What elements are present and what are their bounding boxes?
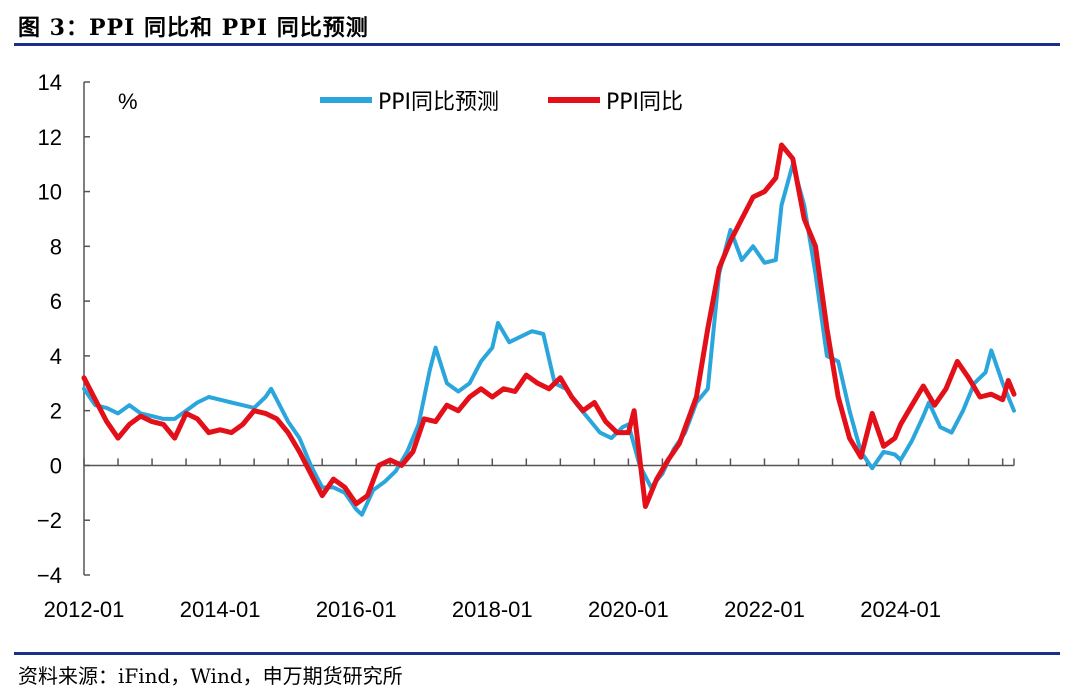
y-tick-label: 6 [50,289,62,314]
series-line-ppi-forecast [82,162,1016,517]
x-tick-label: 2024-01 [860,597,941,622]
y-tick-label: 12 [38,125,62,150]
chart-axes: 14 12 10 8 6 4 2 0 −2 −4 2012-01 2014-01 2016-01 2018… [37,70,1015,622]
x-tick-label: 2014-01 [180,597,261,622]
y-tick-label: −2 [37,508,62,533]
y-tick-label: 2 [50,399,62,424]
chart-series-lines [81,142,1017,517]
x-tick-label: 2020-01 [588,597,669,622]
x-tick-label: 2018-01 [452,597,533,622]
y-tick-label: 4 [50,344,62,369]
x-tick-label: 2016-01 [316,597,397,622]
series-line-ppi-actual [81,142,1017,509]
source-note: 资料来源：iFind，Wind，申万期货研究所 [18,664,403,688]
y-unit-label: % [118,89,138,114]
y-tick-label: 14 [38,70,62,95]
x-tick-label: 2022-01 [724,597,805,622]
title-divider [14,43,1060,46]
legend-label-actual: PPI同比 [606,90,683,115]
y-tick-label: 10 [38,180,62,205]
y-tick-label: −4 [37,563,62,588]
y-tick-label: 8 [50,234,62,259]
chart-legend: PPI同比预测 PPI同比 [320,90,683,115]
source-divider [14,652,1060,655]
chart-title: 图 3：PPI 同比和 PPI 同比预测 [18,15,369,41]
ppi-line-chart: 14 12 10 8 6 4 2 0 −2 −4 2012-01 2014-01 2016-01 2018… [37,70,1017,622]
legend-label-forecast: PPI同比预测 [378,90,499,115]
y-tick-label: 0 [50,453,62,478]
x-tick-label: 2012-01 [44,597,125,622]
